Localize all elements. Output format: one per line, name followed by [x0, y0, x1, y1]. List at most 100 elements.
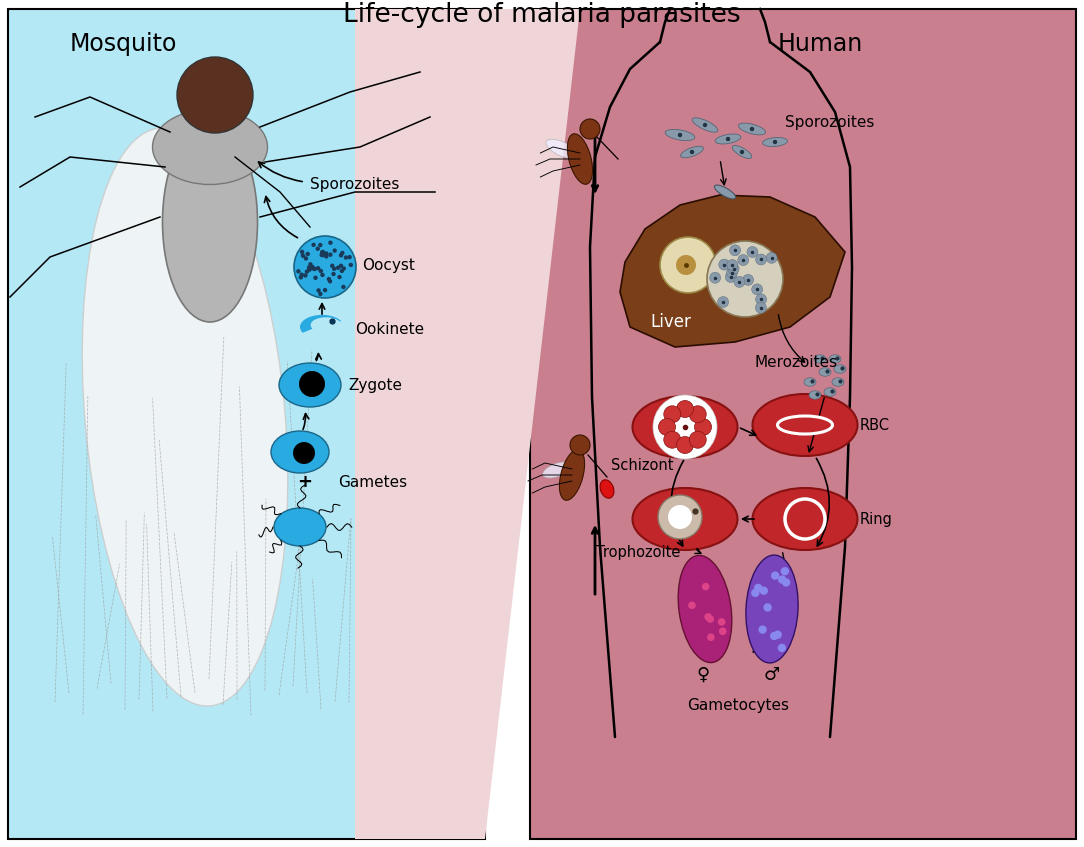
Circle shape: [337, 274, 341, 280]
Circle shape: [307, 265, 311, 269]
Circle shape: [663, 406, 681, 423]
Circle shape: [299, 273, 304, 277]
Circle shape: [718, 296, 728, 307]
Ellipse shape: [153, 109, 268, 185]
Circle shape: [728, 263, 739, 274]
Circle shape: [321, 250, 325, 254]
Text: RBC: RBC: [860, 418, 890, 433]
Circle shape: [318, 243, 323, 247]
Ellipse shape: [543, 462, 571, 478]
Ellipse shape: [733, 146, 751, 158]
Circle shape: [773, 140, 777, 144]
Circle shape: [319, 268, 323, 274]
Text: Schizont: Schizont: [610, 457, 673, 473]
Circle shape: [718, 618, 725, 626]
Circle shape: [719, 259, 730, 270]
Ellipse shape: [601, 479, 614, 498]
Circle shape: [663, 431, 681, 448]
Circle shape: [707, 241, 783, 317]
Circle shape: [299, 275, 304, 280]
Circle shape: [695, 418, 711, 435]
Circle shape: [308, 263, 312, 267]
Circle shape: [324, 254, 328, 258]
Text: Human: Human: [777, 32, 863, 56]
Circle shape: [774, 630, 782, 639]
Circle shape: [689, 150, 694, 154]
Ellipse shape: [834, 365, 846, 374]
Circle shape: [727, 259, 738, 270]
Polygon shape: [620, 195, 846, 347]
Circle shape: [759, 625, 766, 634]
Circle shape: [785, 499, 825, 539]
Text: Oocyst: Oocyst: [362, 257, 415, 273]
Circle shape: [725, 272, 736, 283]
Text: Sporozoites: Sporozoites: [310, 176, 399, 191]
Circle shape: [678, 133, 682, 137]
Circle shape: [710, 272, 721, 283]
Circle shape: [760, 586, 767, 595]
Circle shape: [312, 267, 317, 271]
Circle shape: [294, 236, 356, 298]
Circle shape: [778, 575, 786, 584]
Circle shape: [320, 252, 324, 257]
Circle shape: [689, 431, 707, 448]
Circle shape: [315, 266, 320, 270]
Circle shape: [311, 266, 315, 270]
Circle shape: [324, 252, 328, 256]
Circle shape: [330, 263, 335, 268]
Circle shape: [705, 613, 712, 621]
Circle shape: [719, 628, 726, 635]
Circle shape: [336, 266, 340, 270]
Circle shape: [771, 572, 779, 580]
Text: ♀: ♀: [696, 666, 710, 684]
Circle shape: [747, 246, 758, 257]
Ellipse shape: [809, 390, 821, 399]
Circle shape: [304, 257, 308, 261]
Circle shape: [707, 634, 714, 641]
Circle shape: [332, 267, 336, 271]
Circle shape: [340, 251, 345, 255]
Circle shape: [311, 243, 315, 247]
Text: Liver: Liver: [650, 313, 691, 331]
Circle shape: [320, 250, 324, 254]
Polygon shape: [300, 315, 341, 333]
Ellipse shape: [679, 556, 732, 662]
Circle shape: [743, 274, 753, 285]
Circle shape: [756, 302, 766, 313]
Circle shape: [300, 253, 306, 257]
Circle shape: [676, 401, 694, 418]
Circle shape: [333, 248, 337, 252]
Circle shape: [660, 237, 717, 293]
Text: Zygote: Zygote: [348, 378, 402, 392]
Ellipse shape: [715, 134, 740, 144]
Circle shape: [756, 254, 766, 265]
Circle shape: [177, 57, 253, 133]
Circle shape: [328, 252, 333, 257]
Ellipse shape: [777, 416, 833, 434]
Circle shape: [321, 253, 325, 257]
Circle shape: [653, 395, 717, 459]
Ellipse shape: [681, 147, 704, 158]
Circle shape: [668, 505, 692, 529]
Circle shape: [326, 277, 331, 281]
Circle shape: [751, 284, 763, 295]
Circle shape: [570, 435, 590, 455]
Text: Ring: Ring: [860, 512, 893, 527]
Ellipse shape: [714, 185, 736, 199]
Ellipse shape: [752, 488, 857, 550]
Ellipse shape: [752, 394, 857, 456]
Circle shape: [339, 253, 344, 257]
Circle shape: [347, 255, 352, 259]
Circle shape: [754, 584, 762, 592]
Ellipse shape: [824, 388, 836, 396]
Ellipse shape: [693, 118, 718, 132]
Circle shape: [766, 252, 777, 263]
Text: Ookinete: Ookinete: [354, 322, 424, 336]
Ellipse shape: [804, 378, 816, 386]
Ellipse shape: [271, 431, 330, 473]
Text: ♂: ♂: [764, 666, 780, 684]
Text: Merozoites: Merozoites: [754, 355, 838, 369]
Circle shape: [332, 272, 336, 276]
Ellipse shape: [814, 355, 826, 363]
Circle shape: [327, 280, 332, 284]
